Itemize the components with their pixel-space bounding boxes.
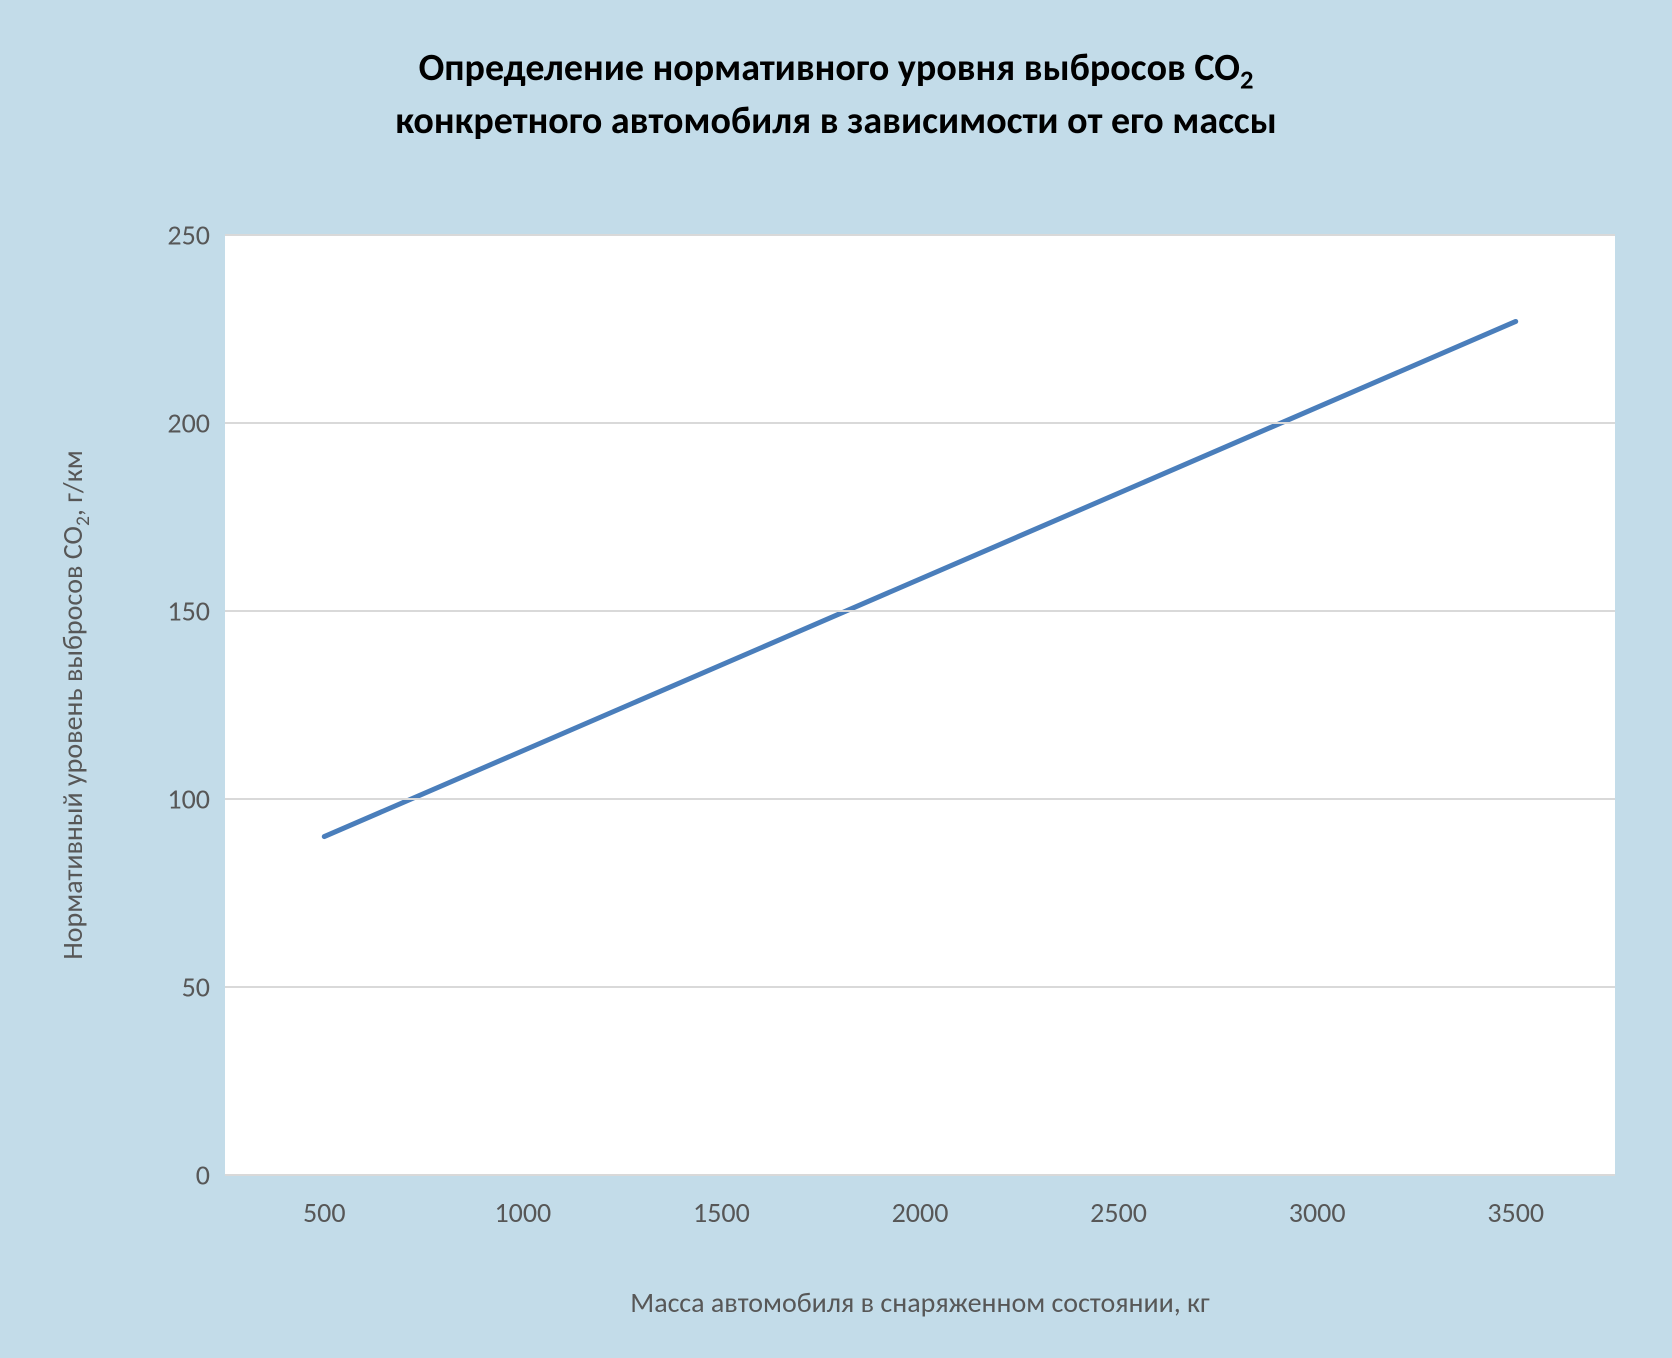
y-tick-label: 100 (90, 782, 210, 817)
series-line (324, 321, 1515, 836)
chart-title-sub: 2 (1240, 65, 1253, 97)
x-axis-title: Масса автомобиля в снаряженном состоянии… (225, 1285, 1615, 1320)
chart-title: Определение нормативного уровня выбросов… (0, 45, 1672, 145)
x-tick-label: 2500 (1090, 1195, 1147, 1230)
y-axis-label-suffix: , г/км (55, 450, 90, 516)
x-tick-label: 500 (303, 1195, 346, 1230)
gridline (225, 986, 1615, 988)
gridline (225, 1174, 1615, 1176)
chart-title-line2: конкретного автомобиля в зависимости от … (395, 98, 1277, 144)
y-axis-title: Нормативный уровень выбросов CO2, г/км (55, 450, 95, 959)
gridline (225, 422, 1615, 424)
y-tick-label: 250 (90, 218, 210, 253)
y-axis-label-prefix: Нормативный уровень выбросов CO (55, 526, 90, 960)
y-tick-label: 0 (90, 1158, 210, 1193)
y-tick-label: 200 (90, 406, 210, 441)
x-tick-label: 2000 (892, 1195, 949, 1230)
x-tick-label: 1000 (494, 1195, 551, 1230)
x-tick-label: 3500 (1487, 1195, 1544, 1230)
plot-area (225, 235, 1615, 1175)
chart-container: Определение нормативного уровня выбросов… (0, 0, 1672, 1358)
gridline (225, 234, 1615, 236)
y-axis-label-sub: 2 (71, 516, 95, 526)
gridline (225, 798, 1615, 800)
y-tick-label: 150 (90, 594, 210, 629)
x-tick-label: 3000 (1289, 1195, 1346, 1230)
x-tick-label: 1500 (693, 1195, 750, 1230)
chart-title-line1: Определение нормативного уровня выбросов… (419, 45, 1240, 91)
data-line (225, 235, 1615, 1175)
x-axis-label: Масса автомобиля в снаряженном состоянии… (630, 1285, 1209, 1320)
gridline (225, 610, 1615, 612)
y-tick-label: 50 (90, 970, 210, 1005)
